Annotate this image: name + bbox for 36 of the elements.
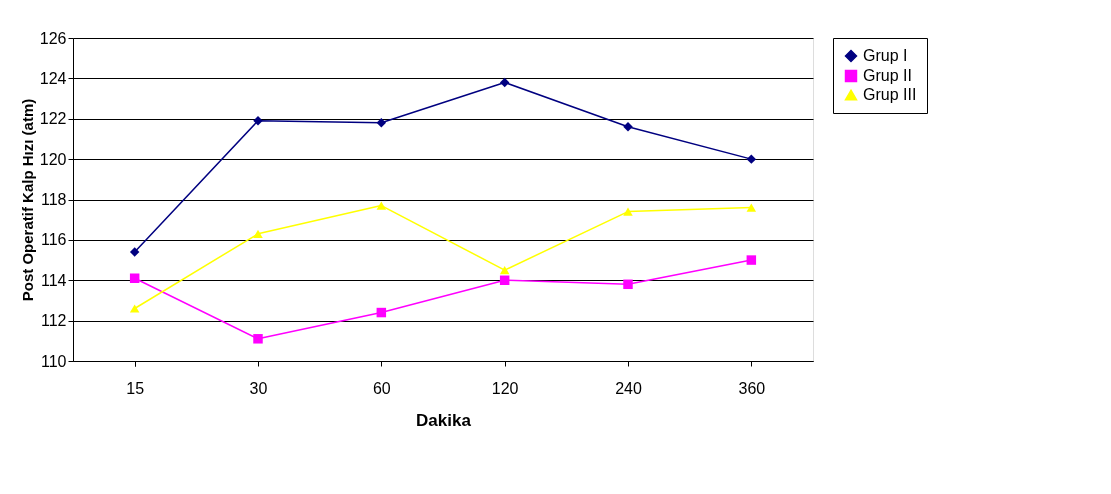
x-axis-title: Dakika [416,410,472,430]
point [376,307,387,318]
x-tick-label: 120 [491,379,519,397]
legend-label: Grup I [863,47,908,64]
point [746,255,757,265]
y-axis-title: Post Operatif Kalp Hızı (atm) [18,98,36,302]
point [499,275,510,285]
y-tick-label: 110 [40,352,67,370]
y-tick-label: 118 [40,191,67,208]
point [129,247,140,257]
point [499,266,510,275]
y-tick-label: 120 [39,150,67,168]
y-tick-label: 126 [39,29,67,47]
y-tick-label: 122 [39,110,67,128]
point [746,203,757,212]
point [129,304,140,313]
x-tick-label: 15 [126,379,145,397]
point [376,118,387,128]
point [129,273,140,283]
point [376,201,387,210]
point [746,154,757,164]
point [499,77,510,88]
x-tick-label: 240 [615,379,642,397]
y-tick-label: 116 [40,231,67,249]
x-tick-label: 60 [372,379,391,397]
x-tick-label: 30 [249,379,268,397]
legend-label: Grup III [863,86,917,103]
y-tick-label: 114 [40,271,67,289]
point [623,207,633,216]
y-tick-label: 124 [39,69,67,87]
legend-label: Grup II [863,67,912,84]
point [253,229,263,238]
point [623,279,633,290]
x-tick-label: 360 [738,379,766,397]
y-tick-label: 112 [40,312,67,330]
point [253,334,263,344]
